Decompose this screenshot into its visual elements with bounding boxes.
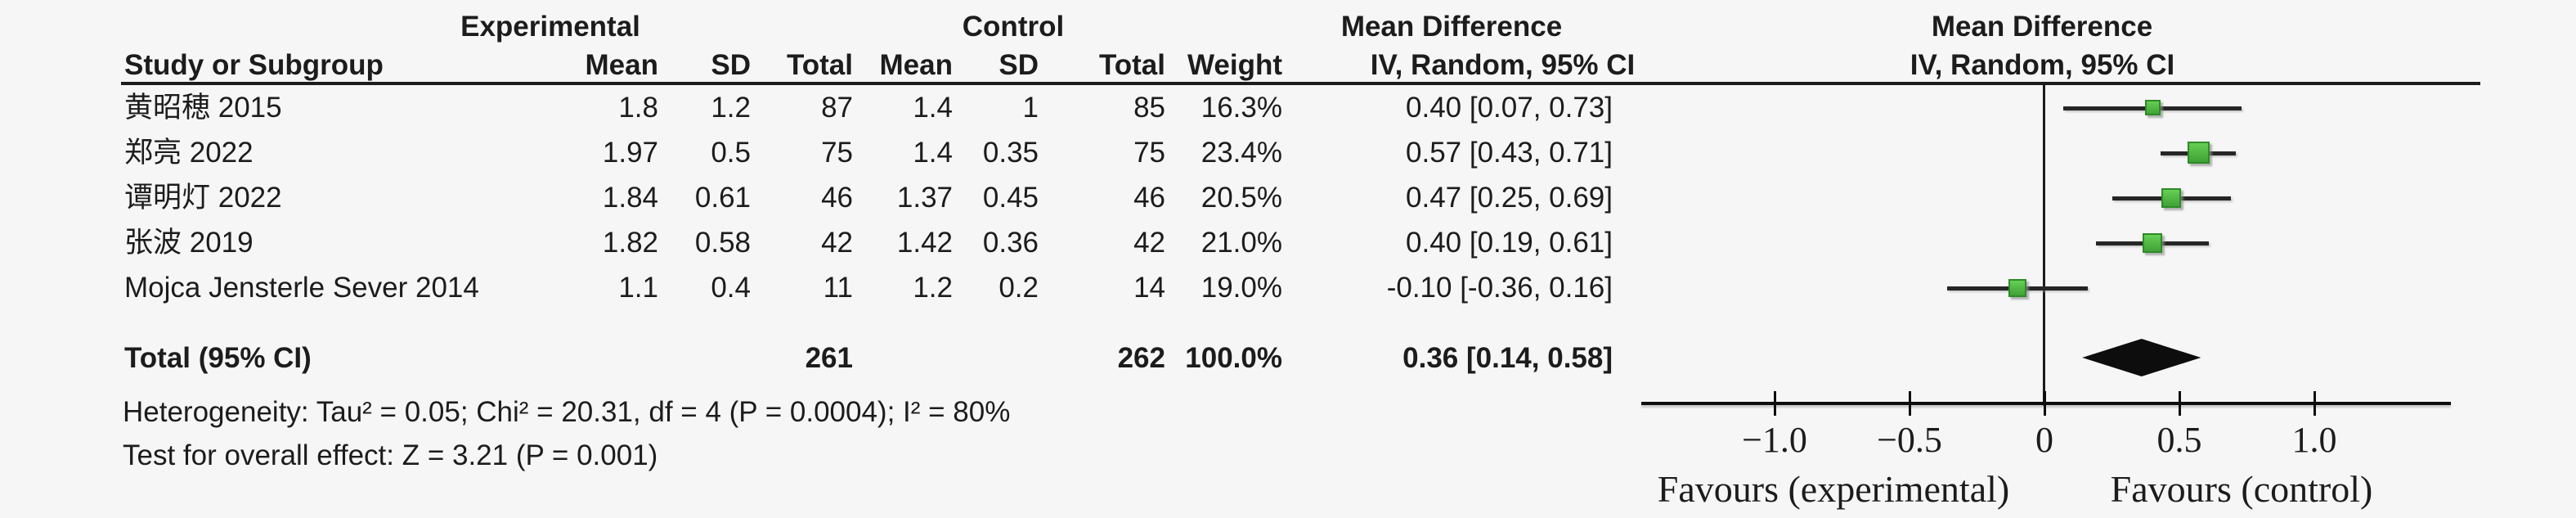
axis-tick-label: −1.0	[1742, 420, 1807, 460]
total-exp-total: 261	[805, 342, 853, 374]
axis-tick	[2044, 391, 2046, 416]
axis-tick	[2179, 391, 2181, 416]
total-ctrl-total: 262	[1117, 342, 1165, 374]
ctrl-mean-value: 1.37	[896, 182, 953, 214]
effect-marker	[2144, 100, 2161, 115]
effect-marker	[2143, 232, 2162, 253]
col-header-ctrl-sd: SD	[999, 49, 1039, 81]
axis-tick-label: 0.5	[2156, 420, 2202, 460]
exp-total-value: 75	[821, 137, 853, 169]
ctrl-total-value: 14	[1133, 272, 1165, 304]
exp-sd-value: 0.4	[711, 272, 751, 304]
col-header-weight: Weight	[1187, 49, 1282, 81]
ctrl-sd-value: 1	[1022, 92, 1039, 124]
exp-mean-value: 1.8	[618, 92, 658, 124]
weight-value: 23.4%	[1200, 137, 1282, 169]
col-header-ctrl-mean: Mean	[879, 49, 953, 81]
ctrl-sd-value: 0.45	[982, 182, 1039, 214]
effect-marker	[2008, 278, 2026, 297]
axis-tick-label: −0.5	[1877, 420, 1942, 460]
exp-mean-value: 1.97	[602, 137, 658, 169]
ci-text: -0.10 [-0.36, 0.16]	[1386, 272, 1613, 304]
ci-text: 0.57 [0.43, 0.71]	[1406, 137, 1613, 169]
heterogeneity-text: Heterogeneity: Tau² = 0.05; Chi² = 20.31…	[123, 396, 1011, 428]
study-label: 张波 2019	[124, 227, 254, 259]
zero-reference-line	[2043, 85, 2045, 406]
exp-sd-value: 0.61	[694, 182, 751, 214]
ci-text: 0.40 [0.19, 0.61]	[1406, 227, 1613, 259]
effect-marker	[2161, 187, 2182, 208]
exp-mean-value: 1.1	[618, 272, 658, 304]
exp-mean-value: 1.82	[602, 227, 658, 259]
exp-total-value: 11	[823, 272, 853, 304]
ctrl-total-value: 85	[1133, 92, 1165, 124]
axis-tick-label: 1.0	[2291, 420, 2337, 460]
ctrl-total-value: 42	[1133, 227, 1165, 259]
ctrl-mean-value: 1.4	[913, 92, 953, 124]
ctrl-mean-value: 1.4	[913, 137, 953, 169]
study-row: 黄昭穂 2015 1.8 1.2 87 1.4 1 85 16.3% 0.40 …	[0, 85, 2576, 130]
ci-text: 0.47 [0.25, 0.69]	[1406, 182, 1613, 214]
exp-sd-value: 1.2	[711, 92, 751, 124]
total-row: Total (95% CI) 261 262 100.0% 0.36 [0.14…	[0, 336, 2576, 381]
col-header-exp-total: Total	[786, 49, 853, 81]
x-axis-line	[1641, 402, 2451, 405]
axis-tick	[1774, 391, 1776, 416]
favours-right-label: Favours (control)	[2110, 468, 2373, 510]
ctrl-mean-value: 1.42	[896, 227, 953, 259]
ctrl-total-value: 75	[1133, 137, 1165, 169]
col-group-experimental: Experimental	[460, 11, 640, 43]
col-group-mean-difference-left: Mean Difference	[1340, 11, 1563, 43]
ci-text: 0.40 [0.07, 0.73]	[1406, 92, 1613, 124]
axis-tick	[2313, 391, 2316, 416]
exp-total-value: 42	[821, 227, 853, 259]
effect-marker	[2187, 142, 2210, 164]
favours-left-label: Favours (experimental)	[1657, 468, 2010, 510]
exp-sd-value: 0.5	[711, 137, 751, 169]
total-ci-text: 0.36 [0.14, 0.58]	[1402, 342, 1613, 374]
total-weight: 100.0%	[1185, 342, 1282, 374]
ctrl-total-value: 46	[1133, 182, 1165, 214]
study-row: 郑亮 2022 1.97 0.5 75 1.4 0.35 75 23.4% 0.…	[0, 130, 2576, 175]
study-label: 谭明灯 2022	[124, 182, 282, 214]
study-row: Mojca Jensterle Sever 2014 1.1 0.4 11 1.…	[0, 265, 2576, 310]
exp-sd-value: 0.58	[694, 227, 751, 259]
study-row: 谭明灯 2022 1.84 0.61 46 1.37 0.45 46 20.5%…	[0, 175, 2576, 220]
col-header-exp-mean: Mean	[585, 49, 658, 81]
study-label: 郑亮 2022	[124, 137, 254, 169]
axis-tick	[1909, 391, 1911, 416]
col-header-ctrl-total: Total	[1098, 49, 1165, 81]
weight-value: 16.3%	[1200, 92, 1282, 124]
col-header-iv-left: IV, Random, 95% CI	[1370, 49, 1636, 81]
ctrl-mean-value: 1.2	[913, 272, 953, 304]
weight-value: 20.5%	[1200, 182, 1282, 214]
col-header-study: Study or Subgroup	[124, 49, 384, 81]
weight-value: 19.0%	[1200, 272, 1282, 304]
ctrl-sd-value: 0.2	[999, 272, 1039, 304]
weight-value: 21.0%	[1200, 227, 1282, 259]
col-group-mean-difference-right: Mean Difference	[1931, 11, 2153, 43]
ctrl-sd-value: 0.35	[982, 137, 1039, 169]
exp-total-value: 46	[821, 182, 853, 214]
header-underline	[121, 82, 2480, 85]
col-header-exp-sd: SD	[711, 49, 751, 81]
col-header-iv-right: IV, Random, 95% CI	[1910, 49, 2175, 81]
exp-mean-value: 1.84	[602, 182, 658, 214]
study-label: Mojca Jensterle Sever 2014	[124, 272, 479, 304]
ctrl-sd-value: 0.36	[982, 227, 1039, 259]
total-label: Total (95% CI)	[124, 342, 312, 374]
overall-effect-text: Test for overall effect: Z = 3.21 (P = 0…	[123, 439, 658, 471]
exp-total-value: 87	[821, 92, 853, 124]
axis-tick-label: 0	[2035, 420, 2053, 460]
study-label: 黄昭穂 2015	[124, 92, 282, 124]
study-row: 张波 2019 1.82 0.58 42 1.42 0.36 42 21.0% …	[0, 220, 2576, 265]
col-group-control: Control	[962, 11, 1065, 43]
